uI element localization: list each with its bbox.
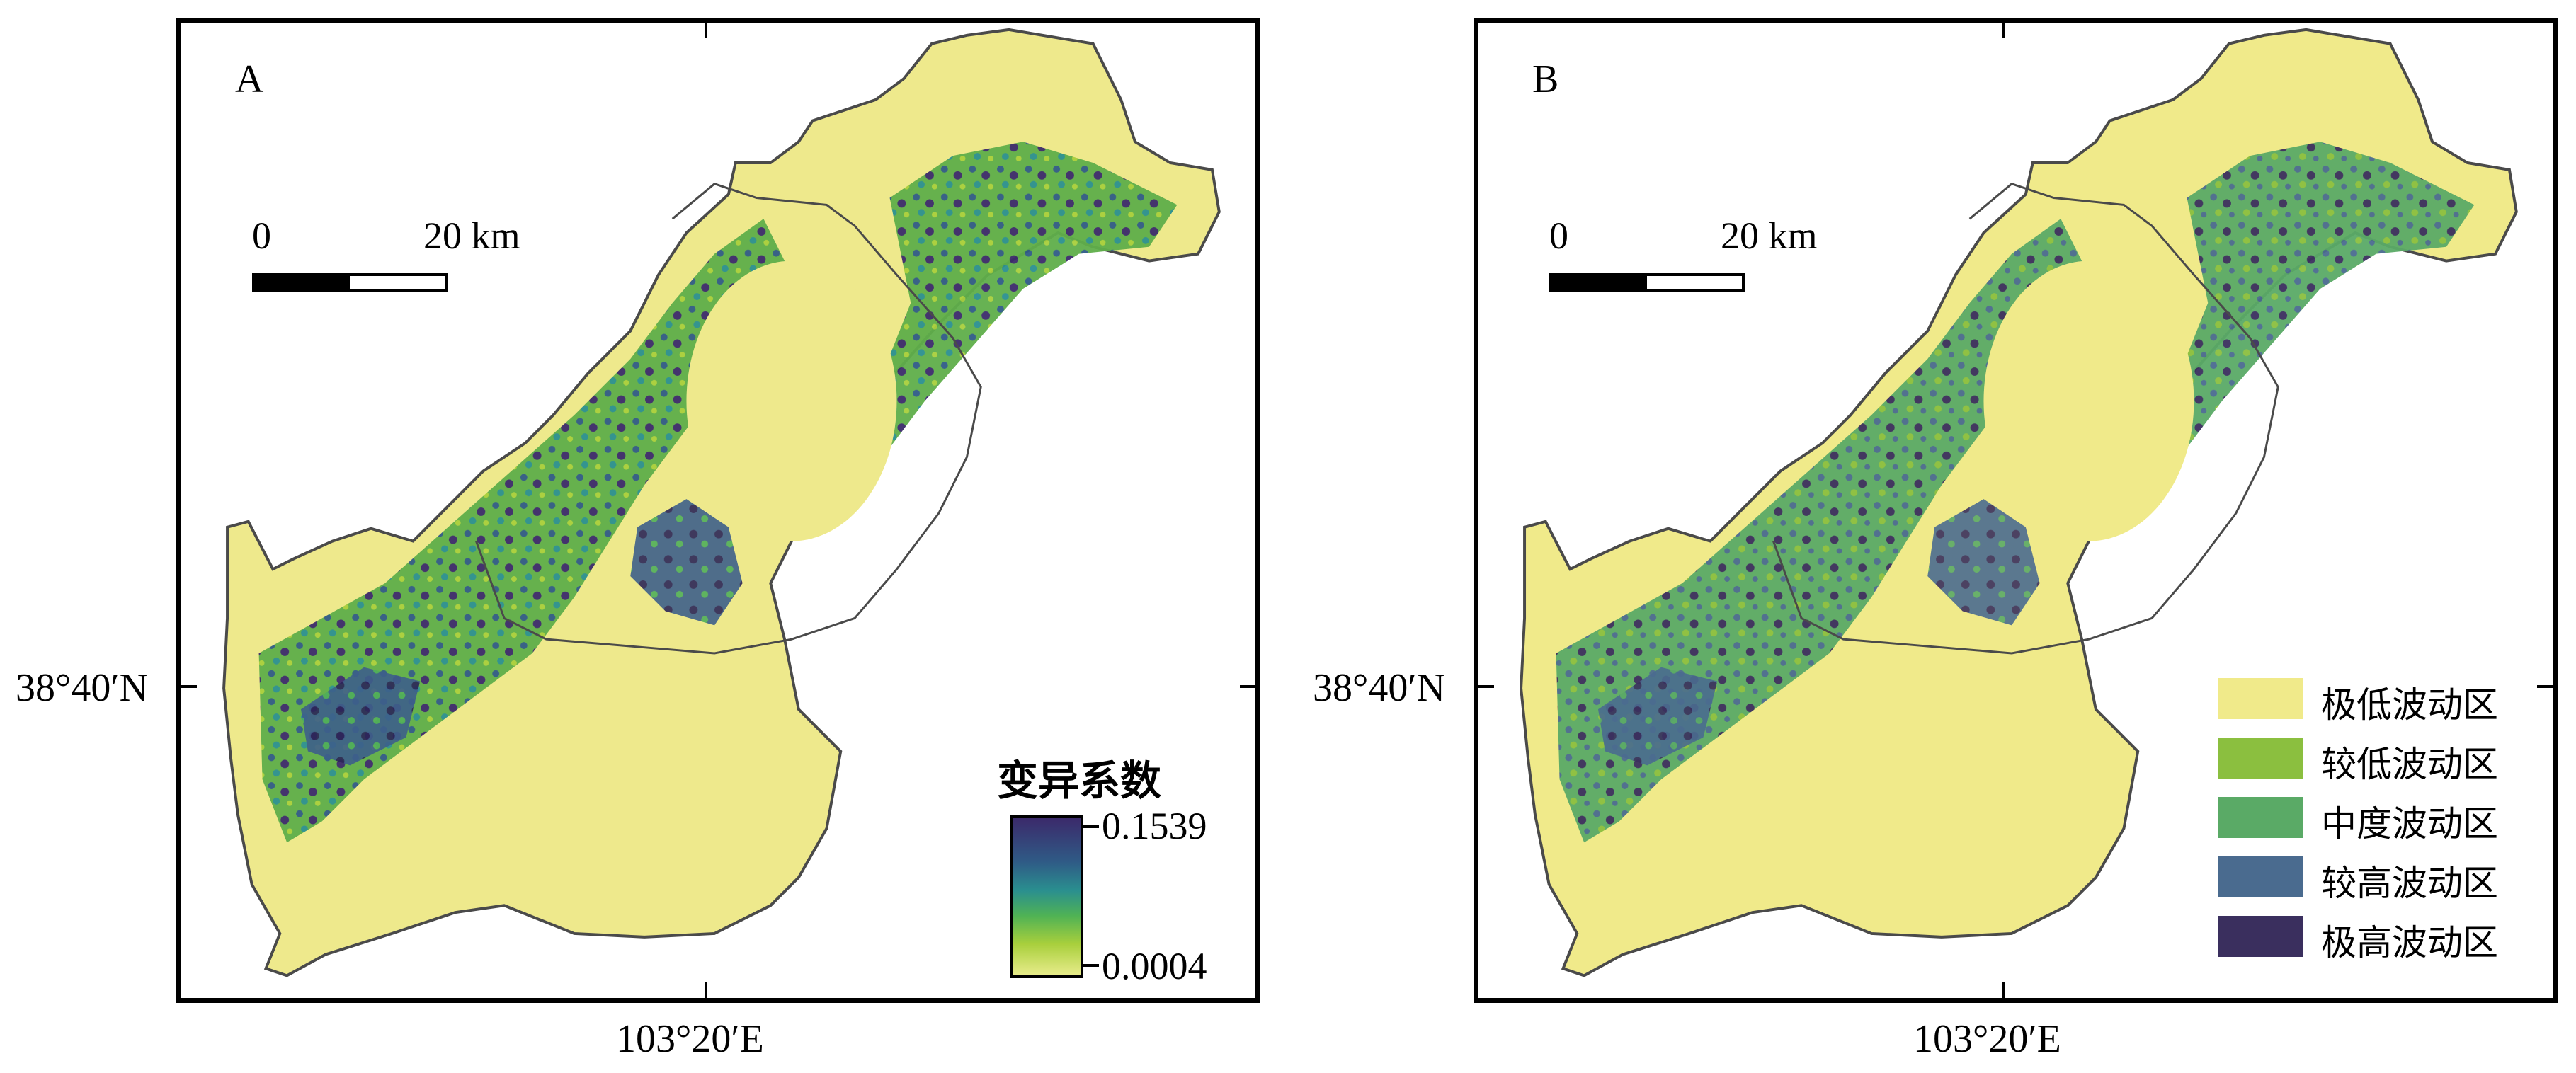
lon-tick-a-bottom xyxy=(705,982,707,998)
lon-label-b: 103°20′E xyxy=(1913,1017,2061,1061)
boundary-line-b xyxy=(1772,183,2279,655)
panel-label-a: A xyxy=(235,57,264,101)
scale-bar-graphic xyxy=(1549,273,1745,292)
legend-item: 较低波动区 xyxy=(2218,733,2530,785)
lat-tick-a-left xyxy=(181,685,197,688)
colorbar-title: 变异系数 xyxy=(997,757,1162,805)
legend-swatch xyxy=(2218,916,2303,957)
lon-tick-b-top xyxy=(2002,23,2005,38)
map-area-b xyxy=(1520,28,2518,977)
panel-label-b: B xyxy=(1532,57,1559,101)
lat-tick-b-right xyxy=(2537,685,2553,688)
legend-item: 极低波动区 xyxy=(2218,674,2530,725)
scale-bar-end-label: 20 km xyxy=(423,214,520,257)
lat-tick-a-right xyxy=(1240,685,1255,688)
colorbar-ramp xyxy=(1010,815,1083,978)
scale-bar-a: 0 20 km xyxy=(252,214,520,292)
low-variability-core-a xyxy=(686,260,897,541)
legend-item: 中度波动区 xyxy=(2218,793,2530,844)
colorbar-max-label: 0.1539 xyxy=(1102,805,1207,847)
legend-swatch xyxy=(2218,678,2303,719)
colorbar-tick-min xyxy=(1083,964,1099,967)
variability-zone-b-4 xyxy=(1597,667,1718,766)
variability-zone-a-2 xyxy=(855,142,1178,457)
legend-swatch xyxy=(2218,856,2303,897)
map-panel-b: B 0 20 km 极低波动区 较低波动区 中度波动区 较高波动区 xyxy=(1474,18,2558,1003)
legend-label: 较高波动区 xyxy=(2321,863,2498,904)
variability-zone-b-2 xyxy=(2152,142,2475,457)
lon-label-a: 103°20′E xyxy=(616,1017,764,1061)
boundary-line-a xyxy=(475,183,982,655)
legend-label: 较低波动区 xyxy=(2321,744,2498,785)
legend-swatch xyxy=(2218,797,2303,838)
map-panel-a: A 0 20 km 变异系数 0.1539 0.0004 xyxy=(176,18,1260,1003)
scale-bar-start-label: 0 xyxy=(1549,214,1568,257)
lon-tick-b-bottom xyxy=(2002,982,2005,998)
scale-bar-graphic xyxy=(252,273,448,292)
variability-zone-a-4 xyxy=(300,667,421,766)
map-area-a xyxy=(222,28,1221,977)
legend-item: 较高波动区 xyxy=(2218,852,2530,904)
low-variability-core-b-2 xyxy=(1815,821,2026,934)
colorbar-min-label: 0.0004 xyxy=(1102,945,1207,987)
lat-label-a: 38°40′N xyxy=(16,666,149,710)
scale-bar-b: 0 20 km xyxy=(1549,214,1818,292)
low-variability-core-b xyxy=(1983,260,2194,541)
colorbar-tick-max xyxy=(1083,825,1099,828)
scale-bar-end-label: 20 km xyxy=(1721,214,1818,257)
scale-bar-start-label: 0 xyxy=(252,214,271,257)
variability-zone-a-3 xyxy=(630,499,743,626)
legend-item: 极高波动区 xyxy=(2218,912,2530,963)
variability-zone-b-3 xyxy=(1927,499,2040,626)
lat-tick-b-left xyxy=(1478,685,1494,688)
lon-tick-a-top xyxy=(705,23,707,38)
legend-label: 极低波动区 xyxy=(2321,684,2498,725)
low-variability-core-a-2 xyxy=(518,821,729,934)
legend-label: 极高波动区 xyxy=(2321,922,2498,963)
lat-label-b: 38°40′N xyxy=(1313,666,1446,710)
legend-swatch xyxy=(2218,738,2303,779)
legend-b: 极低波动区 较低波动区 中度波动区 较高波动区 极高波动区 xyxy=(2218,674,2530,971)
legend-label: 中度波动区 xyxy=(2321,803,2498,844)
